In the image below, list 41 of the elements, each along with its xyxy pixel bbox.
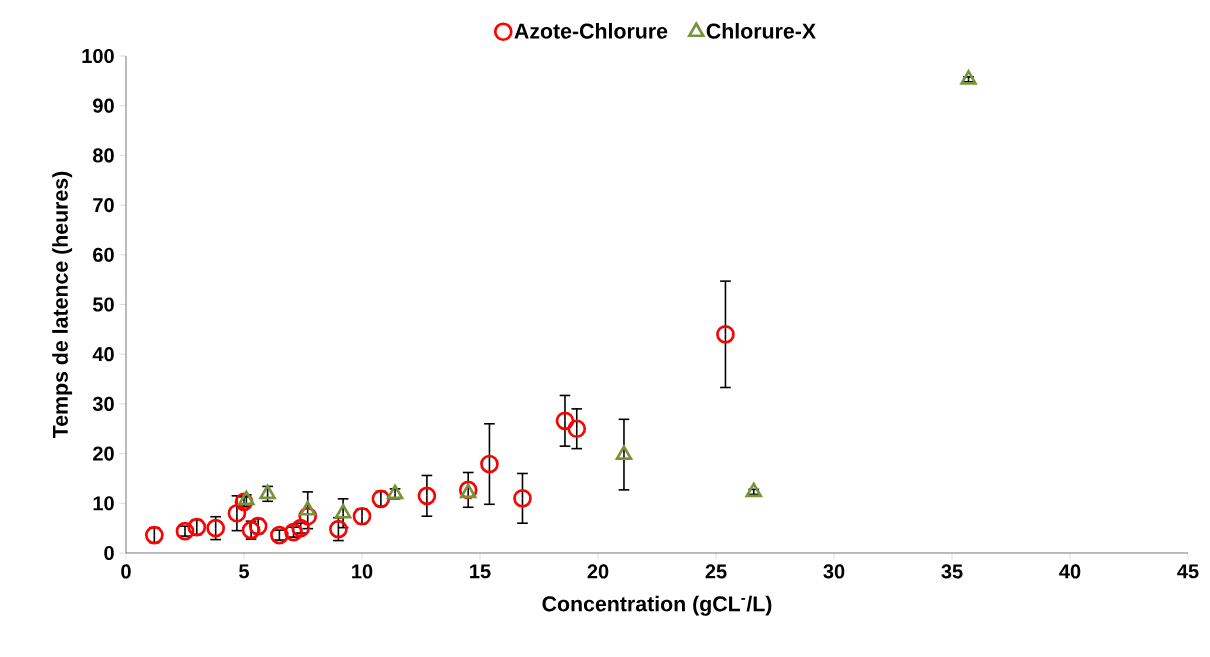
- x-tick-label: 20: [587, 564, 609, 579]
- y-axis-title: Temps de latence (heures): [52, 171, 73, 439]
- x-tick-label: 30: [823, 564, 845, 579]
- x-axis-title: Concentration (gCL$^{-}$/L): [542, 595, 772, 616]
- point: [291, 518, 310, 538]
- point: [716, 324, 735, 344]
- y-tick-label: 30: [92, 396, 114, 411]
- x-tick-label: 25: [705, 564, 727, 579]
- x-tick-label: 10: [352, 564, 373, 579]
- point: [567, 419, 587, 439]
- y-tick-label: 50: [92, 297, 114, 312]
- legend-label: Chlorure-X: [706, 23, 816, 39]
- y-tick-label: 10: [93, 496, 114, 511]
- point: [334, 503, 352, 519]
- point: [480, 454, 499, 474]
- point: [206, 518, 226, 538]
- point: [227, 503, 247, 523]
- point: [417, 486, 437, 506]
- y-tick-label: 40: [92, 347, 114, 362]
- point: [270, 525, 289, 545]
- x-tick-label: 15: [470, 564, 491, 579]
- y-tick-label: 90: [93, 98, 114, 113]
- point: [745, 482, 763, 498]
- point: [615, 445, 633, 460]
- y-tick-label: 0: [104, 545, 114, 561]
- y-tick-label: 100: [82, 48, 114, 64]
- point: [513, 488, 532, 508]
- y-tick-label: 60: [93, 247, 114, 262]
- x-tick-label: 45: [1177, 564, 1199, 579]
- x-tick-label: 35: [941, 564, 963, 579]
- x-tick-label: 5: [239, 564, 249, 579]
- x-tick-label: 0: [121, 564, 131, 579]
- point: [960, 70, 977, 85]
- x-tick-label: 40: [1059, 564, 1081, 579]
- point: [284, 522, 303, 542]
- y-tick-label: 20: [93, 446, 114, 461]
- y-tick-label: 70: [93, 198, 114, 213]
- y-tick-label: 80: [93, 148, 114, 163]
- point: [386, 484, 404, 500]
- point: [299, 500, 316, 516]
- legend-label: Azote-Chlorure: [514, 23, 668, 39]
